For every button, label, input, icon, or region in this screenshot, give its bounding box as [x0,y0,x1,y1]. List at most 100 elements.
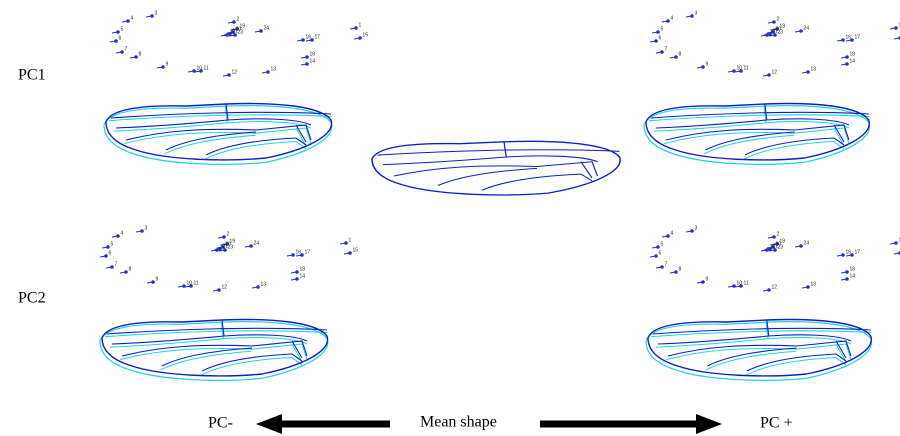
wing [100,320,328,381]
landmark-label: 24 [804,26,810,32]
arrow-right [540,414,722,434]
landmark [674,270,678,274]
footer-label: PC + [760,415,793,432]
wing [646,320,872,381]
landmark [358,36,362,40]
landmark [305,55,309,59]
landmark-label: 14 [310,59,316,65]
wing [104,104,332,165]
landmark-label: 18 [310,52,316,58]
landmark-label: 12 [772,285,778,291]
landmark-label: 5 [661,242,664,248]
landmark [310,38,314,42]
landmark [773,33,777,37]
wing-variant [644,106,870,165]
landmark [845,62,849,66]
landmark [344,241,348,245]
landmark-label: 11 [204,66,209,72]
landmark-label: 5 [661,27,664,33]
landmark [291,253,295,257]
landmark [120,50,124,54]
landmark-label: 2 [237,17,240,23]
landmark [701,280,705,284]
landmark [845,270,849,274]
wing [372,141,620,195]
landmark [690,14,694,18]
landmark [666,234,670,238]
landmark-label: 17 [855,35,861,41]
landmark [767,288,771,292]
wing-outline [646,322,872,381]
landmark-label: 23 [228,245,234,251]
wing-vein [205,142,306,160]
landmark [799,244,803,248]
landmark-label: 13 [811,67,817,73]
landmark-label: 3 [695,226,698,232]
landmark-label: 8 [679,52,682,58]
wing [644,104,870,165]
landmark-label: 23 [778,245,784,251]
wing-vein [383,157,506,165]
landmark [305,62,309,66]
landmark-label: 6 [109,251,112,257]
landmark-label: 15 [363,33,369,39]
landmark [841,38,845,42]
landmark [140,229,144,233]
landmark [772,20,776,24]
landmark [301,38,305,42]
landmark-label: 11 [744,66,749,72]
landmark [739,69,743,73]
landmark [654,254,658,258]
landmark [215,248,219,252]
landmark [772,235,776,239]
landmark [114,39,118,43]
landmark-label: 11 [744,281,749,287]
landmark-label: 24 [254,241,260,247]
landmark-label: 13 [811,282,817,288]
wing-outline [104,106,332,165]
landmark-label: 24 [264,26,270,32]
landmark [295,277,299,281]
landmark-label: 6 [659,251,662,257]
landmark [845,277,849,281]
landmark-label: 5 [111,242,114,248]
landmark [259,29,263,33]
wing-vein [378,150,620,155]
landmark [845,55,849,59]
landmark-label: 17 [305,250,311,256]
landmark-label: 12 [772,70,778,76]
landmark-label: 18 [850,52,856,58]
landmark-label: 18 [850,267,856,273]
wing-vein [746,358,846,376]
row-label: PC2 [18,290,46,307]
landmark [656,245,660,249]
landmark [894,26,898,30]
wing-outline [372,141,620,195]
landmark-label: 17 [315,35,321,41]
landmark [739,284,743,288]
landmark-label: 14 [850,274,856,280]
landmark [656,30,660,34]
landmark [116,234,120,238]
landmark-label: 7 [125,47,128,53]
landmark [666,19,670,23]
landmark [348,251,352,255]
landmark [354,26,358,30]
landmark-panel: 123456789101112131415161718192021222324 [650,11,900,77]
landmark-panel: 123456789101112131415161718192021222324 [650,226,900,292]
wing-outline [644,106,870,165]
landmark-label: 4 [671,16,674,22]
landmark [124,270,128,274]
landmark-label: 6 [119,36,122,42]
landmark [701,65,705,69]
arrow-left [256,414,390,434]
landmark [217,288,221,292]
landmark-label: 7 [665,262,668,268]
landmark-label: 2 [777,232,780,238]
landmark [806,285,810,289]
landmark [799,29,803,33]
landmark-label: 6 [659,36,662,42]
landmark [674,55,678,59]
